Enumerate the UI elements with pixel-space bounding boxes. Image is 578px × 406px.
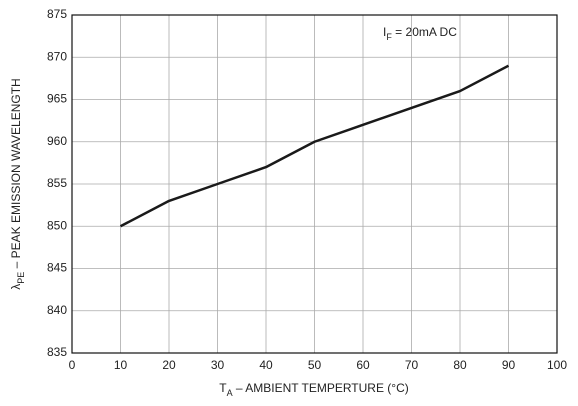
y-tick-label: 845 [47,261,67,275]
x-tick-label: 30 [211,358,225,372]
annotation-symbol: I [383,25,386,39]
x-tick-label: 60 [356,358,370,372]
data-line [119,64,510,228]
x-axis-label: TA – AMBIENT TEMPERTURE (°C) [219,381,409,398]
y-axis-label: λPE – PEAK EMISSION WAVELENGTH [9,78,26,289]
x-tick-label: 20 [162,358,176,372]
x-label-subscript: A [227,388,233,398]
y-tick-label: 855 [47,176,67,190]
y-tick-label: 870 [47,49,67,63]
annotation: IF = 20mA DC [383,25,457,42]
x-tick-label: 10 [114,358,128,372]
x-tick-label: 50 [308,358,322,372]
y-tick-label: 840 [47,303,67,317]
y-tick-label: 965 [47,92,67,106]
y-tick-label: 835 [47,345,67,359]
y-label-subscript: PE [16,272,26,284]
x-tick-label: 0 [69,358,76,372]
y-label-symbol: λ [9,284,23,290]
plot-frame [71,14,558,354]
x-tick-label: 40 [259,358,273,372]
annotation-subscript: F [386,32,392,42]
y-tick-label: 875 [47,7,67,21]
y-label-text: – PEAK EMISSION WAVELENGTH [9,78,23,271]
x-tick-label: 70 [405,358,419,372]
x-label-text: – AMBIENT TEMPERTURE (°C) [233,381,409,395]
y-tick-label: 850 [47,218,67,232]
annotation-text: = 20mA DC [392,25,457,39]
x-label-symbol: T [219,381,227,395]
y-tick-label: 960 [47,134,67,148]
x-tick-label: 80 [453,358,467,372]
x-tick-label: 100 [547,358,567,372]
x-tick-label: 90 [502,358,516,372]
